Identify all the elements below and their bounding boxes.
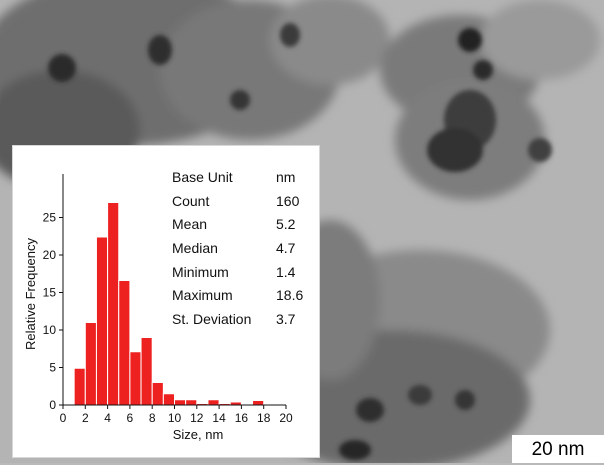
stat-row: Minimum 1.4 [172,261,322,285]
histogram-bar [207,399,220,406]
stat-row: Maximum 18.6 [172,284,322,308]
x-tick-label: 2 [82,411,89,425]
x-tick-label: 0 [60,411,67,425]
size-histogram: 0 2 4 6 8 10 12 14 16 18 20 0 5 10 15 20 25 Size, nm Rel… [23,174,293,442]
stat-label: Mean [172,216,208,233]
histogram-bar [107,202,120,406]
x-tick-label: 16 [235,411,249,425]
y-axis-label: Relative Frequency [23,238,38,350]
stat-row: Median 4.7 [172,237,322,261]
scale-bar: 20 nm [512,435,604,463]
x-tick-label: 20 [279,411,293,425]
histogram-bar [252,400,265,406]
x-tick-label: 12 [190,411,204,425]
histogram-inset: 0 2 4 6 8 10 12 14 16 18 20 0 5 10 15 20 25 Size, nm Rel… [12,145,320,458]
stat-label: St. Deviation [172,311,252,328]
y-tick-label: 20 [43,248,57,262]
histogram-bar [129,351,142,406]
histogram-bar [174,399,187,406]
y-tick-label: 0 [49,398,56,412]
stat-label: Base Unit [172,169,233,185]
stat-value: 1.4 [276,263,296,280]
histogram-bar [95,236,109,406]
statistics-table: Base Unit nm Count 160 Mean 5.2 Median 4.7 Minim… [172,166,322,332]
histogram-bar [118,280,131,406]
y-tick-label: 10 [43,323,57,337]
histogram-bar [84,322,97,406]
stat-value: 18.6 [276,287,304,304]
x-tick-label: 18 [257,411,271,425]
stat-row: Mean 5.2 [172,213,322,237]
stat-value: nm [276,169,296,185]
stat-label: Maximum [172,287,233,304]
y-tick-label: 25 [43,211,57,225]
y-tick-label: 15 [43,286,57,300]
stat-row: Count 160 [172,190,322,214]
histogram-bar [151,382,164,406]
scale-bar-label: 20 nm [531,439,585,460]
stat-value: 160 [276,192,300,209]
x-tick-label: 6 [127,411,134,425]
histogram-bar [73,367,86,406]
x-axis-label: Size, nm [173,427,224,442]
stat-value: 3.7 [276,311,296,328]
x-tick-label: 14 [212,411,226,425]
y-tick-label: 5 [49,361,56,375]
stat-value: 4.7 [276,240,296,257]
histogram-bar [185,399,198,406]
x-tick-label: 8 [149,411,156,425]
histogram-bar [140,337,153,406]
x-tick-label: 4 [104,411,111,425]
stat-label: Count [172,192,210,209]
x-tick-label: 10 [168,411,182,425]
stat-row: St. Deviation 3.7 [172,308,322,332]
stat-label: Minimum [172,263,229,280]
stat-value: 5.2 [276,216,296,233]
histogram-bar [162,393,176,406]
stat-label: Median [172,240,218,257]
stat-row: Base Unit nm [172,166,322,190]
